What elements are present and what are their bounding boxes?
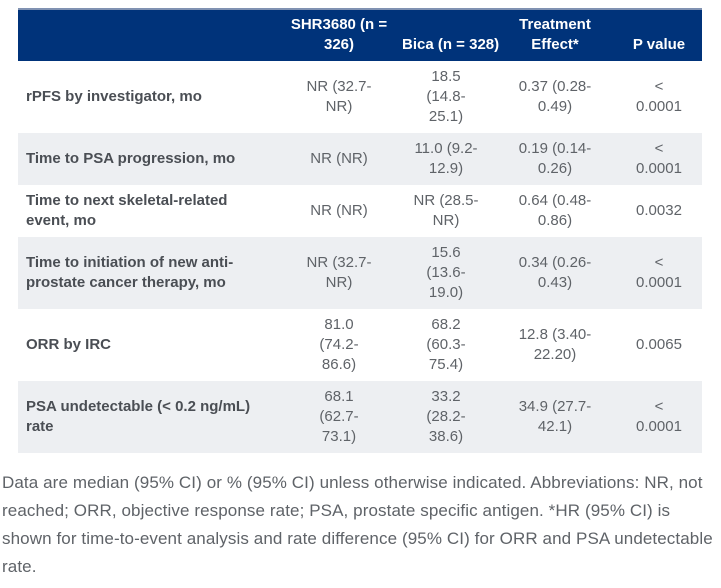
header-bica: Bica (n = 328) (398, 8, 499, 61)
row-label: ORR by IRC (26, 336, 112, 353)
header-treatment-effect: Treatment Effect* (494, 8, 616, 61)
bica-value-cell: 11.0 (9.2- 12.9) (414, 140, 478, 177)
p-value-cell: 0.0065 (636, 336, 682, 353)
bica-value-cell: 68.2 (60.3- 75.4) (426, 316, 466, 373)
bica-value-cell: 18.5 (14.8- 25.1) (426, 68, 466, 125)
shr-value-cell: NR (32.7- NR) (306, 78, 372, 115)
row-label: Time to next skeletal-related event, mo (26, 192, 228, 229)
header-row: SHR3680 (n = 326) Bica (n = 328) Treatme… (18, 8, 702, 61)
shr-value-cell: 81.0 (74.2- 86.6) (319, 316, 359, 373)
treatment-effect-cell: 0.37 (0.28- 0.49) (518, 78, 592, 115)
clinical-results-table: SHR3680 (n = 326) Bica (n = 328) Treatme… (18, 8, 702, 453)
header-p-value: P value (616, 8, 702, 61)
header-empty-cell (18, 8, 280, 61)
bica-value-cell: 15.6 (13.6- 19.0) (426, 244, 466, 301)
shr-value-cell: NR (NR) (310, 202, 368, 219)
shr-value-cell: NR (32.7- NR) (306, 254, 372, 291)
treatment-effect-cell: 34.9 (27.7- 42.1) (518, 398, 592, 435)
table-body: rPFS by investigator, mo NR (32.7- NR) 1… (18, 61, 702, 453)
treatment-effect-cell: 0.19 (0.14- 0.26) (518, 140, 592, 177)
table-row-psa-undetectable: PSA undetectable (< 0.2 ng/mL) rate 68.1… (18, 381, 702, 453)
table-row-skeletal-event: Time to next skeletal-related event, mo … (18, 185, 702, 237)
treatment-effect-cell: 12.8 (3.40- 22.20) (518, 326, 592, 363)
header-shr3680: SHR3680 (n = 326) (280, 8, 398, 61)
table-header: SHR3680 (n = 326) Bica (n = 328) Treatme… (18, 8, 702, 61)
p-value-cell: < 0.0001 (636, 78, 682, 115)
table-row-psa-progression: Time to PSA progression, mo NR (NR) 11.0… (18, 133, 702, 185)
table-row-orr: ORR by IRC 81.0 (74.2- 86.6) 68.2 (60.3-… (18, 309, 702, 381)
p-value-cell: < 0.0001 (636, 254, 682, 291)
shr-value-cell: NR (NR) (310, 150, 368, 167)
treatment-effect-cell: 0.64 (0.48- 0.86) (518, 192, 592, 229)
row-label: Time to PSA progression, mo (26, 150, 236, 167)
table-row-new-therapy: Time to initiation of new anti- prostate… (18, 237, 702, 309)
bica-value-cell: NR (28.5- NR) (413, 192, 479, 229)
p-value-cell: 0.0032 (636, 202, 682, 219)
row-label: rPFS by investigator, mo (26, 88, 202, 105)
row-label: Time to initiation of new anti- prostate… (26, 254, 234, 291)
p-value-cell: < 0.0001 (636, 140, 682, 177)
row-label: PSA undetectable (< 0.2 ng/mL) rate (26, 398, 251, 435)
table-footnote: Data are median (95% CI) or % (95% CI) u… (2, 473, 713, 576)
p-value-cell: < 0.0001 (636, 398, 682, 435)
table-row-rpfs: rPFS by investigator, mo NR (32.7- NR) 1… (18, 61, 702, 133)
bica-value-cell: 33.2 (28.2- 38.6) (426, 388, 466, 445)
results-table-container: SHR3680 (n = 326) Bica (n = 328) Treatme… (18, 8, 702, 453)
shr-value-cell: 68.1 (62.7- 73.1) (319, 388, 359, 445)
treatment-effect-cell: 0.34 (0.26- 0.43) (518, 254, 592, 291)
